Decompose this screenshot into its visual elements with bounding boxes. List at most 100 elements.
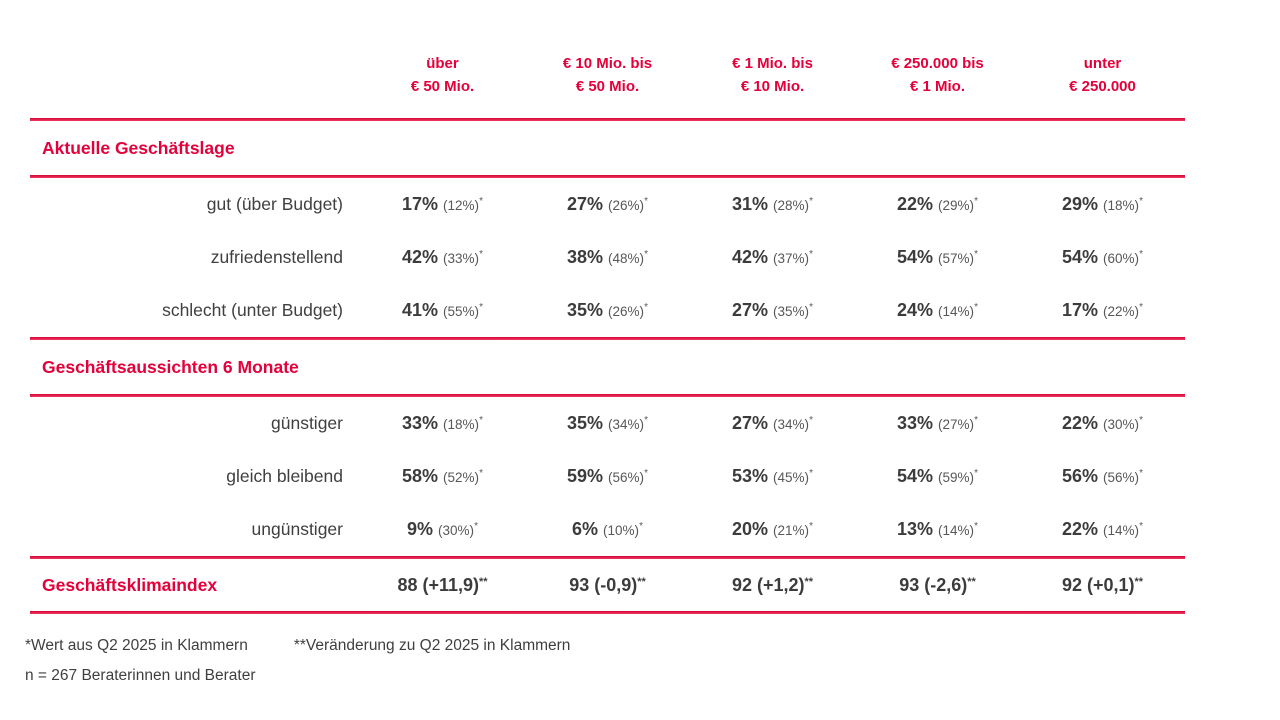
footnote-marker: * — [1139, 249, 1143, 260]
value-previous: (12%) — [443, 198, 480, 213]
footnote-marker-double: ** — [637, 575, 646, 588]
footnote-marker: * — [974, 521, 978, 532]
value-previous: (34%) — [608, 417, 645, 432]
value-previous: (48%) — [608, 251, 645, 266]
value-current: 42% — [402, 247, 439, 267]
column-header-row: über € 50 Mio. € 10 Mio. bis € 50 Mio. €… — [30, 48, 1185, 118]
value-cell: 22% (14%)* — [1020, 519, 1185, 540]
value-previous: (14%) — [938, 523, 975, 538]
value-current: 22% — [897, 194, 934, 214]
value-previous: (29%) — [938, 198, 975, 213]
column-header-line1: € 1 Mio. bis — [732, 55, 813, 72]
divider-line — [30, 337, 1185, 340]
value-current: 22% — [1062, 413, 1099, 433]
footnotes: *Wert aus Q2 2025 in Klammern **Veränder… — [25, 631, 1280, 691]
value-previous: (18%) — [443, 417, 480, 432]
value-current: 35% — [567, 300, 604, 320]
table-row-schlecht: schlecht (unter Budget) 41% (55%)* 35% (26… — [30, 284, 1185, 337]
footnote-marker-double: ** — [1134, 575, 1144, 588]
index-value: 92 (+0,1) — [1061, 574, 1135, 595]
survey-table: über € 50 Mio. € 10 Mio. bis € 50 Mio. €… — [30, 0, 1185, 614]
footnote-sample-size: n = 267 Beraterinnen und Berater — [25, 667, 256, 684]
value-previous: (26%) — [608, 304, 645, 319]
row-label: gleich bleibend — [226, 466, 343, 486]
index-value: 93 (-2,6) — [899, 574, 968, 595]
value-previous: (21%) — [773, 523, 810, 538]
value-previous: (55%) — [443, 304, 480, 319]
column-header-line1: € 10 Mio. bis — [562, 55, 653, 72]
column-header-line2: € 250.000 — [1069, 78, 1136, 95]
index-value-cell: 93 (-0,9)** — [525, 575, 690, 596]
value-previous: (22%) — [1103, 304, 1140, 319]
value-previous: (33%) — [443, 251, 480, 266]
column-header-line1: € 250.000 bis — [891, 55, 984, 72]
divider-line — [30, 394, 1185, 397]
value-previous: (56%) — [608, 470, 645, 485]
footnote-marker: * — [644, 468, 648, 479]
footnote-marker: * — [644, 196, 648, 207]
table-row-geschaeftsklimaindex: Geschäftsklimaindex 88 (+11,9)** 93 (-0,… — [30, 559, 1185, 611]
value-cell: 35% (26%)* — [525, 300, 690, 321]
value-previous: (30%) — [438, 523, 475, 538]
value-current: 9% — [407, 519, 434, 539]
index-value-cell: 92 (+0,1)** — [1020, 575, 1185, 596]
index-value: 88 (+11,9) — [397, 574, 479, 595]
value-current: 31% — [732, 194, 769, 214]
index-value-cell: 93 (-2,6)** — [855, 575, 1020, 596]
value-cell: 27% (35%)* — [690, 300, 855, 321]
footnote-marker: * — [479, 415, 483, 426]
value-cell: 38% (48%)* — [525, 247, 690, 268]
divider-line — [30, 611, 1185, 614]
value-previous: (60%) — [1103, 251, 1140, 266]
value-previous: (34%) — [773, 417, 810, 432]
value-current: 59% — [567, 466, 604, 486]
value-previous: (35%) — [773, 304, 810, 319]
value-previous: (27%) — [938, 417, 975, 432]
value-previous: (59%) — [938, 470, 975, 485]
value-cell: 29% (18%)* — [1020, 194, 1185, 215]
value-previous: (10%) — [603, 523, 640, 538]
footnote-q2-values: *Wert aus Q2 2025 in Klammern — [25, 637, 248, 654]
value-cell: 33% (27%)* — [855, 413, 1020, 434]
value-cell: 13% (14%)* — [855, 519, 1020, 540]
value-cell: 9% (30%)* — [360, 519, 525, 540]
table-row-gut: gut (über Budget) 17% (12%)* 27% (26%)* 31… — [30, 178, 1185, 231]
value-cell: 27% (26%)* — [525, 194, 690, 215]
footnote-marker-double: ** — [967, 575, 976, 588]
value-cell: 33% (18%)* — [360, 413, 525, 434]
column-header-250k-1m: € 250.000 bis € 1 Mio. — [855, 48, 1020, 98]
column-header-line1: unter — [1083, 55, 1122, 72]
footnote-marker: * — [1139, 468, 1143, 479]
column-header-line2: € 50 Mio. — [410, 78, 475, 95]
value-current: 35% — [567, 413, 604, 433]
value-cell: 58% (52%)* — [360, 466, 525, 487]
section-header-row: Aktuelle Geschäftslage — [30, 121, 1185, 175]
value-current: 27% — [732, 413, 769, 433]
divider-line — [30, 118, 1185, 121]
index-value: 93 (-0,9) — [569, 574, 638, 595]
value-current: 29% — [1062, 194, 1099, 214]
value-current: 42% — [732, 247, 769, 267]
footnote-marker: * — [809, 521, 813, 532]
footnote-marker: * — [644, 415, 648, 426]
footnote-marker: * — [974, 249, 978, 260]
section-title-aktuelle-geschaeftslage: Aktuelle Geschäftslage — [42, 137, 235, 158]
row-label: ungünstiger — [251, 519, 343, 539]
column-header-line2: € 10 Mio. — [740, 78, 805, 95]
footnote-marker: * — [974, 415, 978, 426]
value-current: 27% — [567, 194, 604, 214]
footnote-marker: * — [474, 521, 478, 532]
value-previous: (56%) — [1103, 470, 1140, 485]
value-cell: 42% (33%)* — [360, 247, 525, 268]
value-current: 27% — [732, 300, 769, 320]
value-cell: 17% (12%)* — [360, 194, 525, 215]
value-cell: 54% (59%)* — [855, 466, 1020, 487]
footnote-marker-double: ** — [479, 575, 488, 588]
footnote-line: *Wert aus Q2 2025 in Klammern **Veränder… — [25, 631, 1280, 661]
value-current: 33% — [897, 413, 934, 433]
value-current: 41% — [402, 300, 439, 320]
value-current: 20% — [732, 519, 769, 539]
value-cell: 35% (34%)* — [525, 413, 690, 434]
column-header-line2: € 50 Mio. — [575, 78, 640, 95]
row-label: gut (über Budget) — [206, 194, 343, 214]
